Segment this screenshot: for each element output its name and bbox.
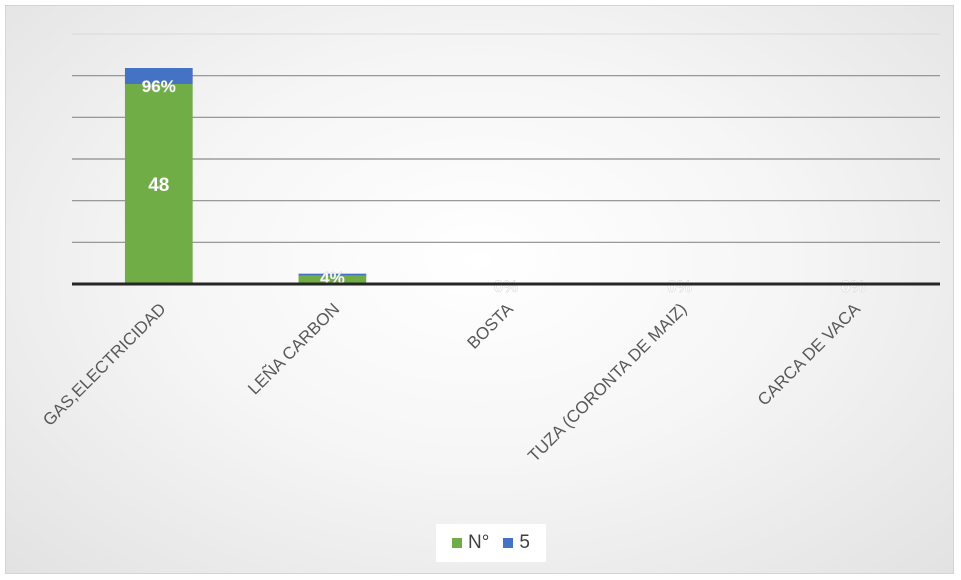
data-label-percent-3: 0% — [667, 277, 692, 296]
legend-swatch-5 — [503, 538, 514, 548]
legend-label-n: N° — [468, 532, 490, 553]
data-label-count-0: 48 — [148, 175, 169, 196]
data-label-percent-0: 96% — [142, 77, 176, 96]
x-tick-label-2: BOSTA — [464, 299, 518, 353]
x-tick-label-0: GAS,ELECTRICIDAD — [39, 299, 169, 429]
x-tick-label-1: LEÑA CARBON — [244, 299, 343, 398]
legend-label-5: 5 — [519, 532, 530, 553]
bar-5-0 — [124, 68, 193, 84]
legend: N° 5 — [436, 524, 546, 562]
x-tick-label-3: TUZA (CORONTA DE MAIZ) — [524, 299, 690, 465]
legend-swatch-n — [452, 538, 463, 548]
legend-item-n: N° — [452, 532, 489, 554]
x-tick-label-4: CARCA DE VACA — [754, 299, 865, 410]
data-label-percent-4: 0% — [841, 277, 866, 296]
legend-item-5: 5 — [503, 532, 530, 554]
data-label-percent-2: 0% — [494, 277, 519, 296]
bar-n-0 — [124, 84, 193, 284]
bar-5-1 — [298, 273, 367, 276]
bar-n-1 — [298, 275, 367, 284]
